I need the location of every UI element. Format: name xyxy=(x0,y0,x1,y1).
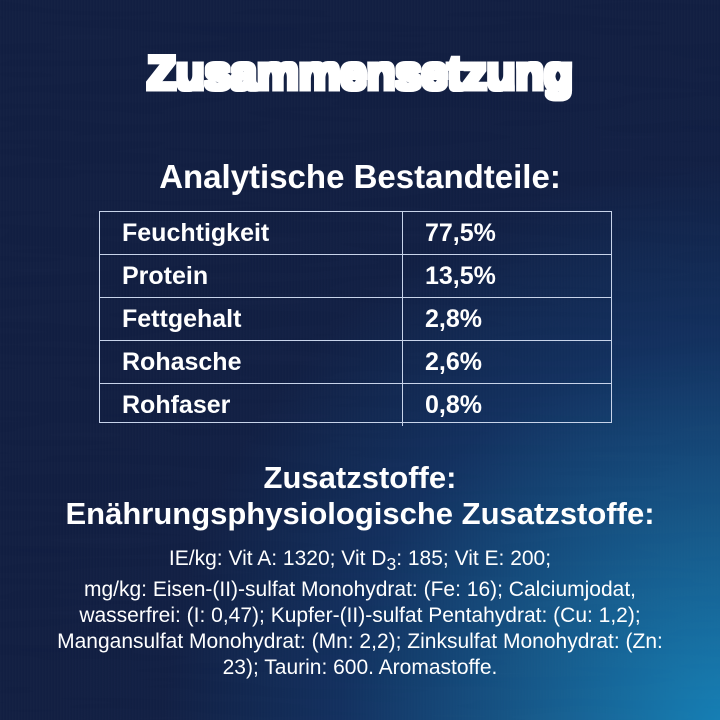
svg-text:Zusammensetzung: Zusammensetzung xyxy=(147,46,573,99)
